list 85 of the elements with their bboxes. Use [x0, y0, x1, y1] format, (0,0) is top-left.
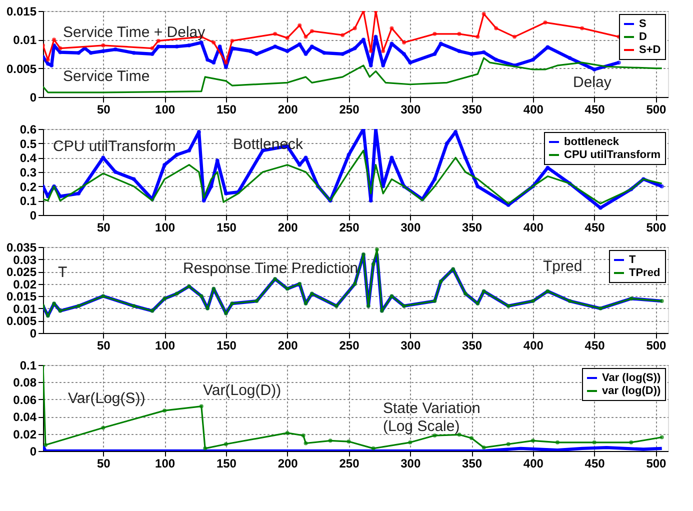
- y-tick-label: 0.015: [6, 4, 37, 18]
- legend-label: S: [639, 18, 646, 30]
- annotation: Bottleneck: [233, 136, 304, 153]
- y-tick-label: 0.2: [20, 180, 37, 194]
- x-tick-label: 450: [584, 102, 606, 116]
- x-tick-label: 350: [462, 338, 482, 352]
- x-tick-label: 250: [339, 338, 360, 352]
- x-tick-label: 400: [523, 338, 544, 352]
- x-tick-label: 100: [155, 338, 176, 352]
- annotation: Service Time: [63, 68, 150, 85]
- x-tick-label: 300: [400, 338, 421, 352]
- annotation: Var(Log(D)): [203, 382, 282, 399]
- y-tick-label: 0.01: [13, 302, 37, 316]
- legend-label: bottleneck: [564, 136, 620, 148]
- annotation: Delay: [573, 74, 612, 91]
- y-tick-label: 0: [30, 444, 37, 458]
- annotation: Var(Log(S)): [68, 390, 146, 407]
- x-tick-label: 50: [96, 338, 111, 352]
- x-tick-label: 250: [339, 220, 360, 234]
- y-tick-label: 0.015: [6, 290, 37, 304]
- x-tick-label: 500: [646, 456, 667, 470]
- y-tick-label: 0.005: [6, 314, 37, 328]
- annotation: State Variation (Log Scale): [383, 400, 480, 435]
- x-tick-label: 50: [96, 220, 111, 234]
- y-tick-label: 0: [30, 326, 37, 340]
- x-tick-label: 50: [96, 456, 111, 470]
- x-tick-label: 500: [646, 220, 667, 234]
- x-tick-label: 350: [462, 456, 482, 470]
- legend-label: T: [629, 254, 636, 266]
- y-tick-label: 0.04: [13, 410, 37, 424]
- legend-label: S+D: [639, 44, 661, 56]
- x-tick-label: 300: [400, 102, 421, 116]
- x-tick-label: 500: [646, 102, 667, 116]
- x-tick-label: 100: [155, 102, 176, 116]
- legend-label: var (log(D)): [602, 385, 661, 397]
- y-tick-label: 0.005: [6, 62, 37, 76]
- y-tick-label: 0: [30, 208, 37, 222]
- y-tick-label: 0.06: [13, 392, 37, 407]
- annotation: Tpred: [543, 258, 582, 275]
- x-tick-label: 350: [462, 102, 482, 116]
- x-tick-label: 450: [584, 456, 606, 470]
- y-tick-label: 0.01: [13, 33, 37, 48]
- x-tick-label: 200: [278, 456, 298, 470]
- annotation: Response Time Prediction: [183, 260, 358, 277]
- legend-label: CPU utilTransform: [564, 149, 661, 161]
- x-tick-label: 200: [278, 338, 298, 352]
- annotation: Service Time + Delay: [63, 24, 206, 41]
- x-tick-label: 250: [339, 456, 360, 470]
- x-tick-label: 350: [462, 220, 482, 234]
- y-tick-label: 0.6: [20, 122, 37, 136]
- x-tick-label: 150: [216, 456, 237, 470]
- x-tick-label: 400: [523, 102, 544, 116]
- x-tick-label: 250: [339, 102, 360, 116]
- legend-label: D: [639, 31, 647, 43]
- x-tick-label: 150: [216, 220, 237, 234]
- x-tick-label: 100: [155, 220, 176, 234]
- y-tick-label: 0.02: [13, 277, 37, 292]
- x-tick-label: 300: [400, 456, 421, 470]
- y-tick-label: 0.025: [6, 265, 37, 280]
- annotation: T: [58, 264, 68, 281]
- x-tick-label: 450: [584, 220, 606, 234]
- x-tick-label: 150: [216, 338, 237, 352]
- x-tick-label: 150: [216, 102, 237, 116]
- y-tick-label: 0: [30, 90, 37, 104]
- y-tick-label: 0.1: [20, 194, 37, 208]
- y-tick-label: 0.03: [13, 252, 37, 267]
- y-tick-label: 0.4: [20, 151, 37, 166]
- y-tick-label: 0.3: [20, 166, 37, 180]
- x-tick-label: 50: [96, 102, 111, 116]
- x-tick-label: 500: [646, 338, 667, 352]
- x-tick-label: 200: [278, 220, 298, 234]
- x-tick-label: 450: [584, 338, 606, 352]
- legend-label: TPred: [629, 267, 660, 279]
- y-tick-label: 0.1: [20, 358, 37, 372]
- y-tick-label: 0.02: [13, 427, 37, 442]
- y-tick-label: 0.035: [6, 240, 37, 254]
- x-tick-label: 300: [400, 220, 421, 234]
- x-tick-label: 200: [278, 102, 298, 116]
- annotation: CPU utilTransform: [53, 138, 176, 155]
- x-tick-label: 100: [155, 456, 176, 470]
- y-tick-label: 0.5: [20, 136, 37, 151]
- x-tick-label: 400: [523, 220, 544, 234]
- y-tick-label: 0.08: [13, 376, 37, 390]
- x-tick-label: 400: [523, 456, 544, 470]
- legend-label: Var (log(S)): [602, 372, 662, 384]
